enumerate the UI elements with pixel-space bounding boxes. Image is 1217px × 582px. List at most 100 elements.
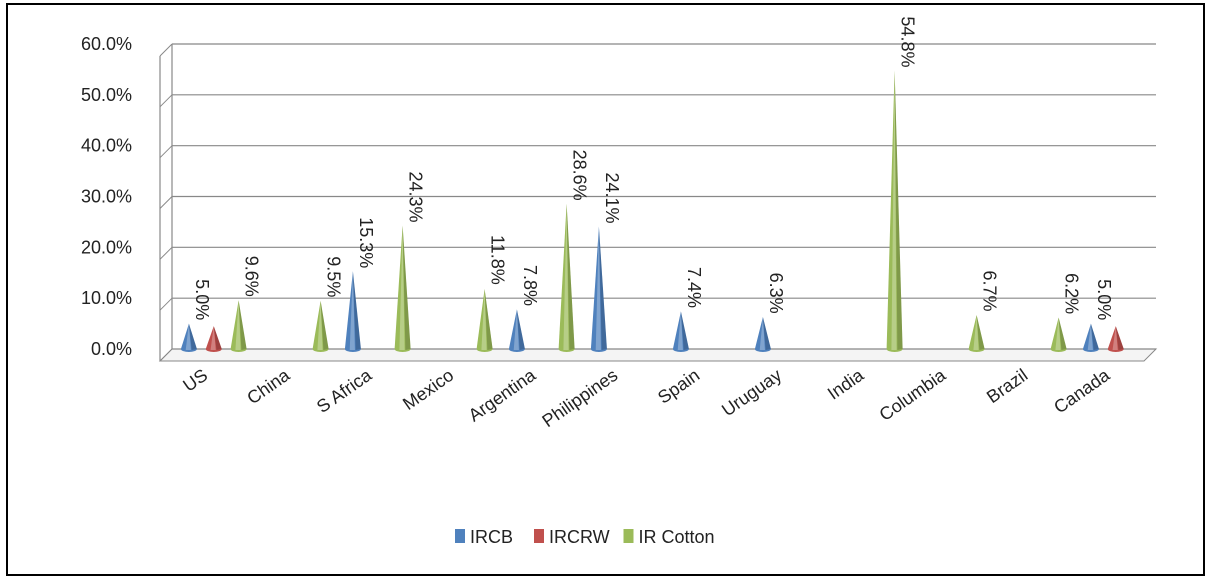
data-label: 24.3%: [406, 171, 426, 222]
cone-ircb: [344, 271, 361, 352]
cone-shade: [213, 326, 222, 350]
cone-body: [476, 289, 493, 352]
data-label: 7.4%: [684, 267, 704, 308]
data-label: 5.0%: [1094, 279, 1114, 320]
cone-shade: [566, 203, 575, 350]
y-tick-label: 40.0%: [81, 136, 132, 156]
x-tick-label: Canada: [1050, 364, 1114, 417]
gridline-depth: [159, 94, 173, 108]
cone-highlight: [677, 311, 683, 350]
legend-label: IRCRW: [549, 527, 610, 547]
cone-ircb: [508, 309, 525, 352]
legend-item: IRCRW: [534, 527, 610, 547]
gridline-depth: [159, 246, 173, 260]
x-tick-label: Argentina: [465, 364, 540, 425]
cone-shade: [188, 323, 197, 350]
cone-ircb: [1082, 323, 1099, 352]
cone-body: [1050, 317, 1067, 352]
gridline-depth: [159, 348, 173, 362]
cone-highlight: [210, 326, 216, 350]
cone-highlight: [185, 323, 191, 350]
cone-shade: [1115, 326, 1124, 350]
cone-highlight: [759, 316, 765, 350]
cone-highlight: [235, 300, 241, 350]
data-labels: 5.0% 15.3% 7.8% 24.1% 7.4% 6.3% 5.0% 9.6% 9.5% 24…: [192, 16, 1114, 320]
cone-highlight: [1087, 323, 1093, 350]
data-label: 6.3%: [766, 273, 786, 314]
cone-ir-cotton: [394, 225, 411, 352]
cone-shade: [762, 316, 771, 350]
cone-ir-cotton: [886, 70, 903, 352]
cone-shade: [402, 225, 411, 350]
cone-body: [754, 316, 771, 352]
cone-body: [558, 203, 575, 352]
gridlines: [158, 43, 1158, 362]
cone-body: [312, 300, 329, 352]
cone-highlight: [891, 70, 897, 350]
cone-body: [508, 309, 525, 352]
cone-highlight: [349, 271, 355, 350]
x-tick-label: Philippines: [539, 365, 622, 431]
x-tick-label: US: [179, 365, 211, 396]
cone-shade: [976, 314, 985, 350]
y-tick-label: 0.0%: [91, 339, 132, 359]
data-label: 5.0%: [192, 279, 212, 320]
cone-body: [672, 311, 689, 352]
x-tick-label: Uruguay: [718, 365, 785, 420]
data-label: 9.5%: [324, 256, 344, 297]
data-label: 6.2%: [1062, 273, 1082, 314]
cone-shade: [238, 300, 247, 350]
cone-body: [205, 326, 222, 352]
x-tick-label: Mexico: [399, 365, 457, 414]
cone-highlight: [513, 309, 519, 350]
cone-highlight: [973, 314, 979, 350]
legend-item: IR Cotton: [623, 527, 715, 547]
legend-item: IRCB: [455, 527, 513, 547]
plot-area: [180, 70, 1124, 352]
cone-shade: [320, 300, 329, 350]
cone-ir-cotton: [230, 300, 247, 352]
x-tick-label: Spain: [654, 365, 703, 408]
cone-ir-cotton: [476, 289, 493, 352]
y-tick-label: 60.0%: [81, 34, 132, 54]
data-label: 28.6%: [570, 150, 590, 201]
cone-body: [1107, 326, 1124, 352]
y-tick-label: 10.0%: [81, 288, 132, 308]
gridline-depth: [159, 43, 173, 57]
cone-ircrw: [1107, 326, 1124, 352]
x-axis-labels: US China S Africa Mexico Argentina Philippine…: [179, 364, 1114, 431]
data-label: 6.7%: [980, 271, 1000, 312]
cone-ir-cotton: [1050, 317, 1067, 352]
cone-shade: [516, 309, 525, 350]
cone-body: [180, 323, 197, 352]
data-label: 15.3%: [356, 217, 376, 268]
legend-swatch: [534, 529, 544, 543]
legend: IRCB IRCRW IR Cotton: [455, 527, 715, 547]
cone-body: [590, 226, 607, 352]
cone-body: [394, 225, 411, 352]
floor: [158, 348, 1158, 362]
y-tick-label: 20.0%: [81, 237, 132, 257]
cone-shade: [680, 311, 689, 350]
data-label: 11.8%: [488, 235, 508, 285]
cone-shade: [484, 289, 493, 350]
y-tick-label: 50.0%: [81, 85, 132, 105]
data-label: 7.8%: [520, 265, 540, 306]
cone-body: [344, 271, 361, 352]
cone-highlight: [399, 225, 405, 350]
cone-highlight: [563, 203, 569, 350]
gridline-depth: [159, 145, 173, 159]
cone-ir-cotton: [558, 203, 575, 352]
legend-swatch: [623, 529, 634, 543]
chart-frame: [6, 3, 1205, 576]
x-tick-label: Columbia: [876, 364, 951, 425]
cone-ircb: [180, 323, 197, 352]
cone-ircb: [590, 226, 607, 352]
cone-body: [886, 70, 903, 352]
legend-label: IR Cotton: [639, 527, 715, 547]
cone-ir-cotton: [312, 300, 329, 352]
cone-body: [968, 314, 985, 352]
y-tick-label: 30.0%: [81, 187, 132, 207]
cone-body: [230, 300, 247, 352]
